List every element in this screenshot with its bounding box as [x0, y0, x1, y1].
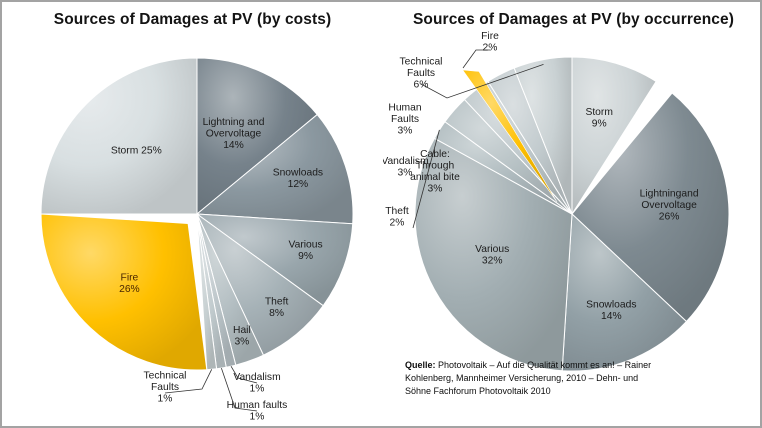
svg-text:Storm 25%: Storm 25%	[111, 145, 162, 156]
